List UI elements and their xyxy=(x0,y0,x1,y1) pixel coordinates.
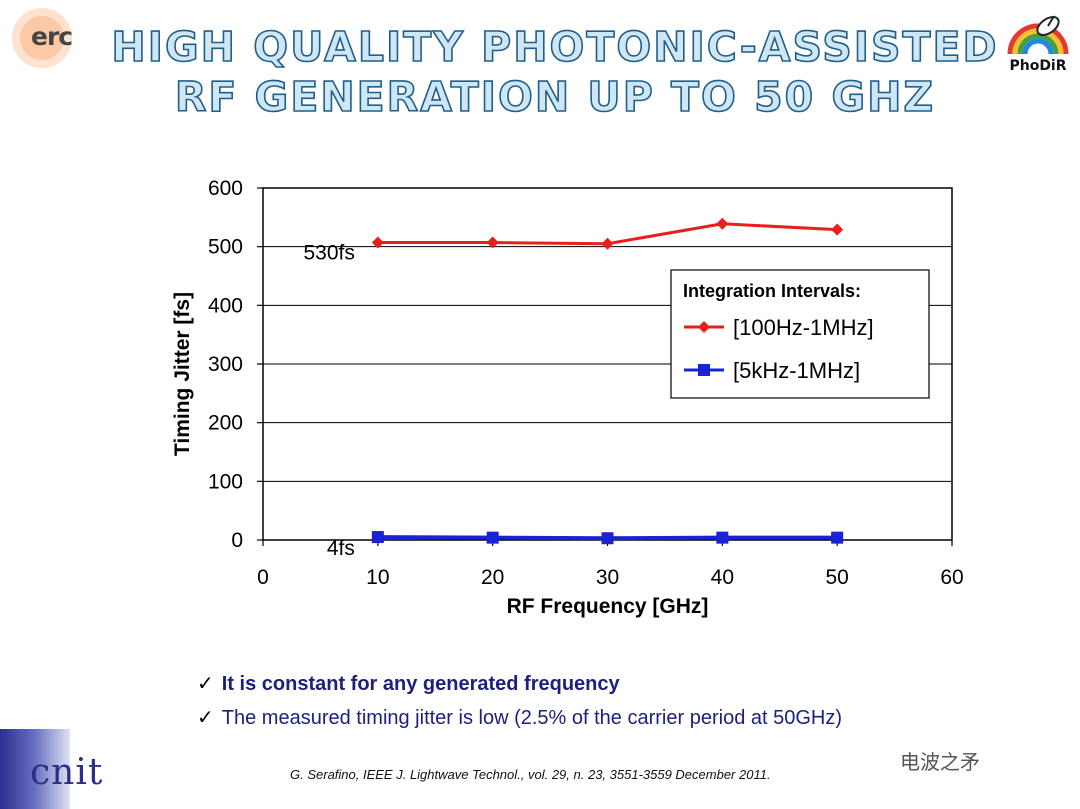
y-tick-label: 500 xyxy=(208,236,243,259)
bullet-item: ✓ The measured timing jitter is low (2.5%… xyxy=(197,705,842,739)
legend-marker-square xyxy=(698,364,710,376)
slide-title: HIGH QUALITY PHOTONIC-ASSISTED RF GENERA… xyxy=(95,22,1015,122)
annotations: 530fs 4fs xyxy=(303,242,354,561)
x-tick-label: 20 xyxy=(481,566,504,589)
data-point-square xyxy=(601,532,614,545)
cnit-logo-text: cnit xyxy=(30,752,104,793)
x-axis-label: RF Frequency [GHz] xyxy=(507,595,709,618)
x-tick-label: 30 xyxy=(596,566,619,589)
x-tick-label: 50 xyxy=(825,566,848,589)
legend-marker-diamond xyxy=(698,321,710,333)
x-tick-label: 0 xyxy=(257,566,269,589)
legend-label: [5kHz-1MHz] xyxy=(733,358,860,383)
legend-label: [100Hz-1MHz] xyxy=(733,315,874,340)
cnit-color-bar xyxy=(0,729,70,809)
y-tick-label: 400 xyxy=(208,294,243,317)
bullet-list: ✓ It is constant for any generated freque… xyxy=(197,671,842,739)
legend-title: Integration Intervals: xyxy=(683,281,861,301)
bullet-text: It is constant for any generated frequen… xyxy=(221,673,620,695)
legend-box xyxy=(670,269,930,399)
title-line-2: RF GENERATION UP TO 50 GHZ xyxy=(174,72,936,122)
erc-logo xyxy=(2,2,82,74)
x-tick-label: 40 xyxy=(711,566,734,589)
data-point-diamond xyxy=(716,217,729,230)
data-point-diamond xyxy=(371,236,384,249)
bullet-item: ✓ It is constant for any generated freque… xyxy=(197,671,842,705)
x-tick-labels: 0 10 20 30 40 50 60 xyxy=(257,566,964,589)
data-point-square xyxy=(716,531,729,544)
data-point-square xyxy=(831,531,844,544)
data-point-square xyxy=(371,531,384,544)
y-tick-label: 300 xyxy=(208,353,243,376)
phodir-logo-text: PhoDiR xyxy=(1009,58,1067,74)
erc-sunburst-icon xyxy=(12,8,72,68)
x-tick-label: 10 xyxy=(366,566,389,589)
y-tick-label: 0 xyxy=(231,529,243,552)
erc-logo-text: erc xyxy=(31,22,73,51)
legend: Integration Intervals: [100Hz-1MHz] [5kHz… xyxy=(670,269,930,399)
data-point-diamond xyxy=(831,223,844,236)
y-tick-label: 100 xyxy=(208,470,243,493)
check-icon: ✓ xyxy=(197,707,214,729)
data-annotation: 530fs xyxy=(303,242,354,265)
watermark: 电波之矛 xyxy=(900,752,980,774)
y-tick-label: 600 xyxy=(208,177,243,200)
data-annotation: 4fs xyxy=(327,537,355,560)
bullet-text: The measured timing jitter is low (2.5% … xyxy=(221,707,843,729)
rainbow-dish-icon xyxy=(1007,15,1069,55)
x-tick-label: 60 xyxy=(940,566,963,589)
y-axis-label: Timing Jitter [fs] xyxy=(171,292,194,456)
title-line-1: HIGH QUALITY PHOTONIC-ASSISTED xyxy=(111,22,999,72)
data-point-diamond xyxy=(486,236,499,249)
phodir-logo: PhoDiR xyxy=(1002,6,1074,78)
y-tick-labels: 0 100 200 300 400 500 600 xyxy=(208,177,243,552)
data-point-diamond xyxy=(601,237,614,250)
check-icon: ✓ xyxy=(197,673,214,695)
data-point-square xyxy=(486,531,499,544)
series-group xyxy=(371,217,844,545)
citation: G. Serafino, IEEE J. Lightwave Technol.,… xyxy=(290,767,771,782)
y-tick-label: 200 xyxy=(208,412,243,435)
